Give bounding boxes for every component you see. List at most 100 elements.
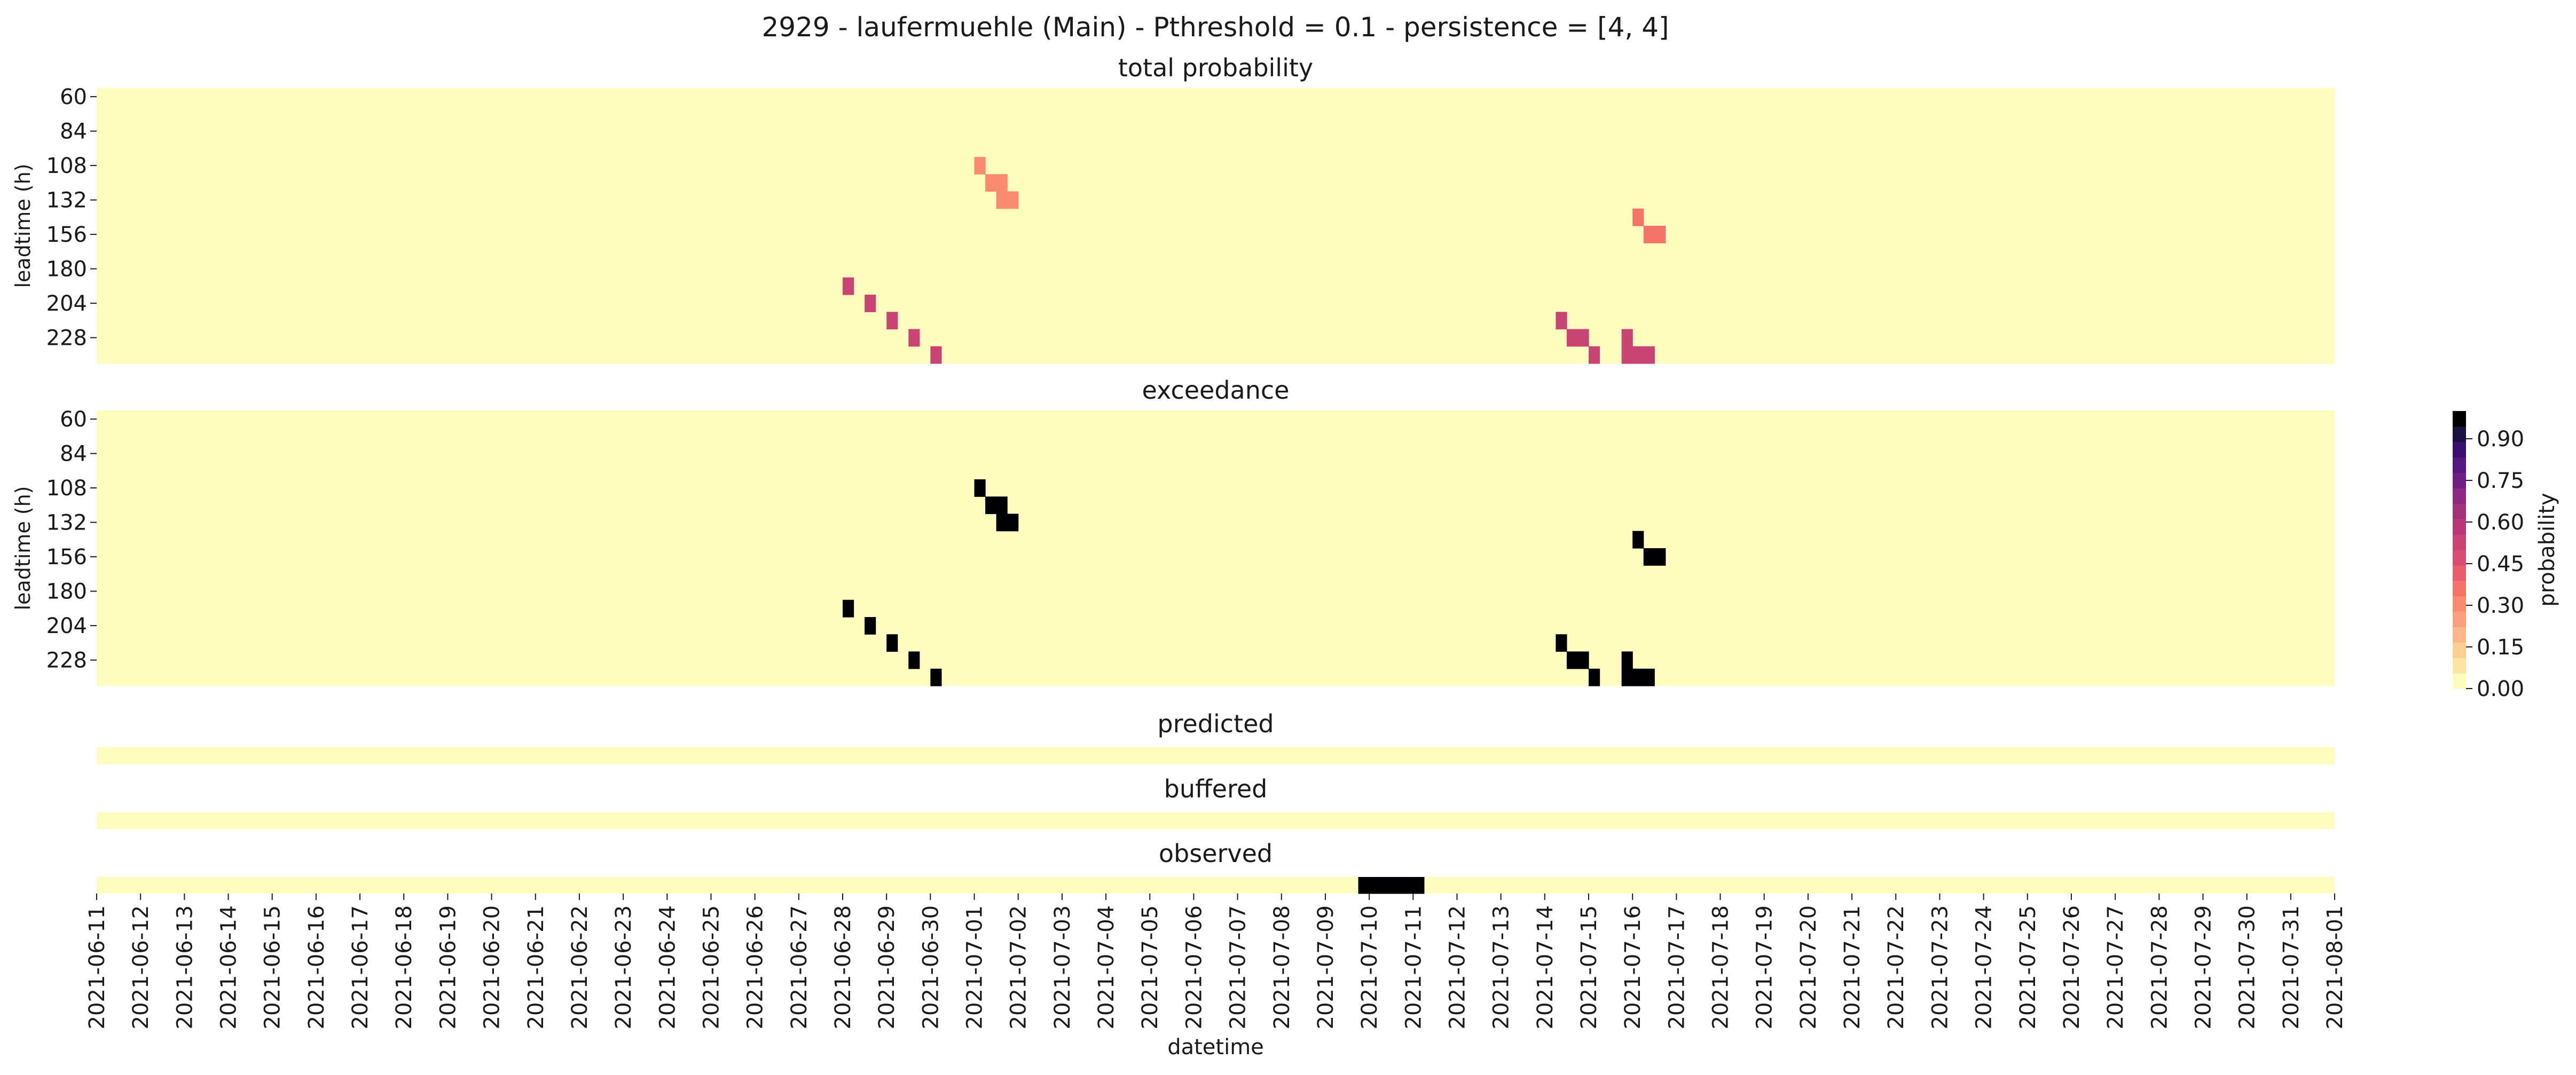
- colorbar: 0.00 0.15 0.30 0.45 0.60 0.75 0.90 probability: [2453, 411, 2559, 701]
- x-tick-label: 2021-07-29: [2191, 905, 2216, 1029]
- x-tick-label: 2021-07-07: [1226, 905, 1251, 1029]
- heatmap-cell: [1566, 329, 1578, 347]
- heatmap-cell: [1589, 139, 1600, 157]
- colorbar-segment: [2453, 411, 2466, 427]
- y-tick-label: 84: [60, 120, 87, 144]
- x-tick-label: 2021-06-30: [918, 905, 943, 1029]
- x-tick-label: 2021-08-01: [2323, 905, 2347, 1029]
- heatmap-cell: [1632, 208, 1644, 226]
- colorbar-segment: [2453, 642, 2466, 658]
- x-tick-label: 2021-07-08: [1270, 905, 1294, 1029]
- x-tick-label: 2021-06-15: [261, 905, 285, 1029]
- heatmap-cell: [974, 479, 986, 497]
- x-tick-label: 2021-07-17: [1664, 905, 1689, 1029]
- heatmap-cell: [1413, 877, 1425, 894]
- y-axis-label: leadtime (h): [11, 163, 35, 288]
- x-tick-label: 2021-06-23: [611, 905, 636, 1029]
- x-tick-label: 2021-06-29: [875, 905, 899, 1029]
- x-tick-label: 2021-07-01: [963, 905, 987, 1029]
- y-tick-label: 84: [60, 442, 87, 467]
- x-tick-label: 2021-07-30: [2235, 905, 2260, 1029]
- x-tick-label: 2021-07-18: [1709, 905, 1733, 1029]
- colorbar-tick-label: 0.30: [2477, 594, 2524, 618]
- x-tick-label: 2021-07-15: [1577, 905, 1601, 1029]
- y-tick-label: 60: [60, 407, 87, 432]
- x-tick-label: 2021-07-21: [1840, 905, 1865, 1029]
- heatmap-cell: [1589, 157, 1600, 175]
- heatmap-cell: [776, 105, 788, 123]
- x-tick-label: 2021-07-05: [1138, 905, 1163, 1029]
- colorbar-segment: [2453, 457, 2466, 473]
- panel-title: buffered: [1164, 774, 1268, 803]
- heatmap-cell: [1566, 651, 1578, 669]
- colorbar-segment: [2453, 441, 2466, 458]
- heatmap-cell: [996, 191, 1008, 209]
- x-tick-label: 2021-06-24: [655, 905, 680, 1029]
- x-tick-label: 2021-07-23: [1928, 905, 1952, 1029]
- heatmap-cell: [930, 346, 942, 364]
- panel-exceedance: exceedance 60 84 108 132 156 180 204 228 leadtime…: [11, 376, 2335, 686]
- x-tick-label: 2021-06-22: [568, 905, 592, 1029]
- colorbar-segment: [2453, 503, 2466, 519]
- x-tick-label: 2021-07-19: [1753, 905, 1777, 1029]
- x-tick-label: 2021-06-28: [831, 905, 855, 1029]
- colorbar-segment: [2453, 472, 2466, 489]
- panel-title: predicted: [1157, 709, 1274, 738]
- x-tick-label: 2021-07-03: [1050, 905, 1075, 1029]
- heatmap-cell: [1402, 877, 1413, 894]
- heatmap-cell: [1577, 329, 1589, 347]
- x-tick-label: 2021-07-31: [2279, 905, 2304, 1029]
- x-tick-label: 2021-06-19: [436, 905, 460, 1029]
- colorbar-segment: [2453, 658, 2466, 674]
- heatmap-cell: [1391, 157, 1403, 175]
- x-tick-label: 2021-06-18: [392, 905, 417, 1029]
- x-tick-label: 2021-07-27: [2103, 905, 2128, 1029]
- x-tick-label: 2021-07-26: [2060, 905, 2084, 1029]
- heatmap-cell: [1632, 531, 1644, 549]
- x-tick-label: 2021-06-13: [172, 905, 197, 1029]
- heatmap-cell: [1599, 157, 1611, 175]
- heatmap-cell: [865, 295, 876, 312]
- colorbar-segment: [2453, 550, 2466, 566]
- colorbar-tick-label: 0.00: [2477, 677, 2524, 701]
- colorbar-segment: [2453, 534, 2466, 550]
- heatmap-cell: [1621, 651, 1633, 669]
- heatmap-cell: [996, 496, 1008, 515]
- x-axis: 2021-06-11 2021-06-12 2021-06-13 2021-06-14…: [85, 894, 2347, 1060]
- colorbar-tick-label: 0.60: [2477, 510, 2524, 535]
- heatmap-cell: [1611, 191, 1622, 209]
- heatmap-cell: [1654, 226, 1666, 243]
- heatmap-cell: [1380, 877, 1392, 894]
- heatmap-cell: [1556, 312, 1567, 330]
- x-tick-label: 2021-06-16: [304, 905, 329, 1029]
- heatmap-cell: [1391, 191, 1403, 209]
- heatmap-cell: [1358, 139, 1370, 157]
- colorbar-segment: [2453, 627, 2466, 643]
- heatmap-cell: [996, 174, 1008, 192]
- panel-buffered: buffered: [97, 774, 2335, 829]
- heatmap-cell: [843, 599, 854, 618]
- panel-observed: observed: [97, 839, 2335, 894]
- heatmap-cell: [1007, 513, 1019, 532]
- colorbar-segment: [2453, 519, 2466, 535]
- colorbar-segment: [2453, 611, 2466, 628]
- heatmap-background: [97, 410, 2335, 686]
- heatmap-cell: [1577, 277, 1589, 295]
- heatmap-cell: [1391, 877, 1403, 894]
- colorbar-tick-label: 0.15: [2477, 635, 2524, 660]
- panels: total probability 60 84 108 132 156 180 204 228 l…: [11, 53, 2347, 1060]
- heatmap-cell: [1632, 668, 1644, 686]
- heatmap-background: [97, 812, 2335, 829]
- heatmap-cell: [1643, 548, 1655, 566]
- heatmap-background: [97, 877, 2335, 894]
- colorbar-tick-label: 0.75: [2477, 469, 2524, 493]
- x-tick-label: 2021-07-13: [1489, 905, 1514, 1029]
- heatmap-cell: [1599, 295, 1611, 312]
- x-tick-label: 2021-07-24: [1972, 905, 1997, 1029]
- x-tick-label: 2021-06-26: [743, 905, 768, 1029]
- heatmap-cell: [865, 617, 876, 635]
- x-tick-label: 2021-07-14: [1533, 905, 1558, 1029]
- x-tick-label: 2021-07-02: [1007, 905, 1031, 1029]
- heatmap-cell: [1621, 668, 1633, 686]
- heatmap-cell: [985, 496, 997, 515]
